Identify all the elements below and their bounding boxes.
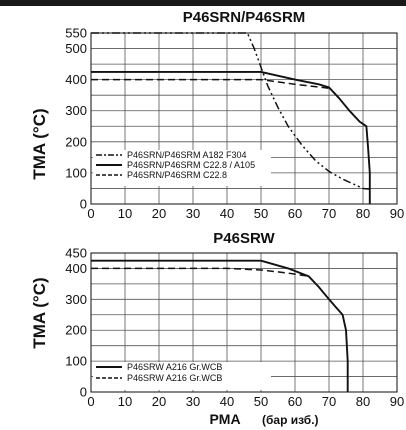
chart-bottom-title: P46SRW [213, 230, 275, 247]
chart-top-y-tick-label: 500 [65, 41, 87, 56]
chart-top-x-tick-label: 60 [288, 206, 302, 221]
chart-top-x-tick-label: 10 [118, 206, 132, 221]
chart-bottom-series [91, 259, 349, 392]
chart-bottom-plot-frame [90, 252, 398, 393]
chart-top-x-tick-label: 80 [356, 206, 370, 221]
chart-top-title: P46SRN/P46SRM [183, 9, 306, 26]
chart-top-x-tick-label: 0 [87, 206, 94, 221]
chart-top-x-tick-label: 50 [254, 206, 268, 221]
chart-top-series-line-2 [91, 70, 371, 204]
chart-bottom: P46SRW TMA (°C) 0 10 20 30 40 50 60 70 80 90 0 100… [30, 230, 404, 427]
chart-bottom-x-axis-label: PMA [209, 411, 240, 427]
chart-top-x-ticks: 0 10 20 30 40 50 60 70 80 90 [87, 206, 404, 221]
chart-bottom-y-tick-label: 200 [65, 323, 87, 338]
chart-bottom-x-tick-label: 20 [152, 394, 166, 409]
chart-top-y-tick-label: 300 [65, 103, 87, 118]
chart-top-x-tick-label: 40 [220, 206, 234, 221]
chart-bottom-y-tick-label: 450 [65, 246, 87, 261]
chart-bottom-x-ticks: 0 10 20 30 40 50 60 70 80 90 [87, 394, 404, 409]
chart-bottom-x-axis-unit: (бар изб.) [262, 413, 319, 427]
chart-top-x-tick-label: 20 [152, 206, 166, 221]
chart-bottom-x-tick-label: 60 [288, 394, 302, 409]
chart-top-legend-entry: P46SRN/P46SRM A182 F304 [127, 150, 247, 160]
chart-bottom-x-tick-label: 10 [118, 394, 132, 409]
chart-bottom-y-tick-label: 400 [65, 261, 87, 276]
chart-top-x-tick-label: 90 [390, 206, 404, 221]
chart-top-y-tick-label: 0 [80, 197, 87, 212]
chart-bottom-y-tick-label: 300 [65, 292, 87, 307]
chart-top-y-axis-label: TMA (°C) [30, 108, 49, 179]
chart-top-y-tick-label: 400 [65, 72, 87, 87]
chart-bottom-y-tick-label: 100 [65, 354, 87, 369]
chart-bottom-legend-entry: P46SRW A216 Gr.WCB [127, 362, 222, 372]
chart-top-x-tick-label: 70 [322, 206, 336, 221]
chart-top-legend-box [93, 150, 271, 186]
chart-bottom-y-axis-label: TMA (°C) [30, 277, 49, 348]
chart-bottom-x-tick-label: 70 [322, 394, 336, 409]
chart-top-y-tick-label: 200 [65, 134, 87, 149]
chart-top-series-line-3 [91, 78, 330, 90]
chart-bottom-legend-box [93, 362, 271, 390]
chart-bottom-series-line-1 [91, 259, 349, 392]
chart-top-x-tick-label: 30 [186, 206, 200, 221]
chart-bottom-x-tick-label: 30 [186, 394, 200, 409]
chart-top-series [91, 32, 371, 204]
chart-bottom-y-tick-label: 0 [80, 385, 87, 400]
chart-bottom-series-line-2 [91, 267, 309, 277]
chart-top-y-tick-label: 100 [65, 165, 87, 180]
chart-bottom-x-tick-label: 0 [87, 394, 94, 409]
chart-top: P46SRN/P46SRM TMA (°C) 0 10 20 30 40 50 60 70 80… [30, 9, 404, 221]
chart-bottom-legend-entry: P46SRW A216 Gr.WCB [127, 373, 222, 383]
chart-bottom-x-tick-label: 90 [390, 394, 404, 409]
chart-bottom-x-tick-label: 50 [254, 394, 268, 409]
chart-top-series-line-1 [91, 32, 370, 190]
header-bar [0, 0, 406, 6]
chart-bottom-x-tick-label: 40 [220, 394, 234, 409]
chart-top-legend-entry: P46SRN/P46SRM C22.8 / A105 [127, 160, 255, 170]
chart-top-y-tick-label: 550 [65, 26, 87, 41]
chart-bottom-x-tick-label: 80 [356, 394, 370, 409]
chart-top-legend-entry: P46SRN/P46SRM C22.8 [127, 170, 227, 180]
